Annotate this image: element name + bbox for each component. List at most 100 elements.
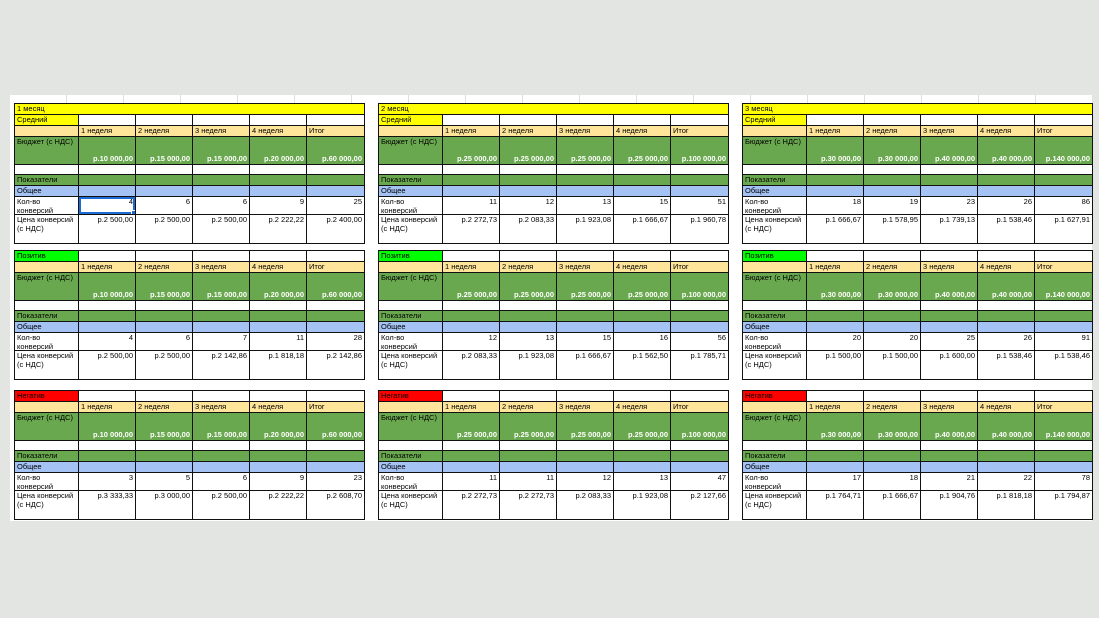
blank-cell[interactable]: [614, 301, 671, 311]
blank-cell[interactable]: [1035, 115, 1092, 126]
cpa-value-cell[interactable]: р.1 538,46: [978, 215, 1035, 243]
blank-cell[interactable]: [15, 441, 79, 451]
common-cell[interactable]: [807, 462, 864, 473]
budget-value-cell[interactable]: р.30 000,00: [864, 137, 921, 165]
week-header-corner-cell[interactable]: [15, 262, 79, 273]
blank-cell[interactable]: [864, 165, 921, 175]
budget-value-cell[interactable]: р.15 000,00: [136, 273, 193, 301]
blank-cell[interactable]: [978, 301, 1035, 311]
blank-cell[interactable]: [307, 251, 364, 262]
week-header-corner-cell[interactable]: [743, 262, 807, 273]
indicators-cell[interactable]: [136, 175, 193, 186]
budget-value-cell[interactable]: р.25 000,00: [614, 137, 671, 165]
budget-value-cell[interactable]: р.10 000,00: [79, 137, 136, 165]
conversions-value-cell[interactable]: 11: [443, 473, 500, 491]
budget-value-cell[interactable]: р.10 000,00: [79, 413, 136, 441]
conversions-value-cell[interactable]: 7: [193, 333, 250, 351]
blank-cell[interactable]: [921, 165, 978, 175]
common-cell[interactable]: [250, 322, 307, 333]
week-header-cell[interactable]: 1 неделя: [443, 402, 500, 413]
conversions-value-cell[interactable]: 6: [193, 197, 250, 215]
blank-cell[interactable]: [136, 441, 193, 451]
cpa-value-cell[interactable]: р.2 500,00: [193, 491, 250, 519]
blank-cell[interactable]: [193, 251, 250, 262]
week-header-cell[interactable]: 3 неделя: [193, 262, 250, 273]
indicators-label-cell[interactable]: Показатели: [743, 175, 807, 186]
conversions-label-cell[interactable]: Кол-во конверсий: [15, 473, 79, 491]
common-cell[interactable]: [250, 186, 307, 197]
conversions-value-cell[interactable]: 11: [443, 197, 500, 215]
conversions-value-cell[interactable]: 6: [193, 473, 250, 491]
cpa-value-cell[interactable]: р.1 500,00: [864, 351, 921, 379]
common-cell[interactable]: [136, 186, 193, 197]
week-header-cell[interactable]: 2 неделя: [500, 262, 557, 273]
cpa-value-cell[interactable]: р.2 500,00: [136, 215, 193, 243]
conversions-value-cell[interactable]: 28: [307, 333, 364, 351]
common-cell[interactable]: [500, 186, 557, 197]
blank-cell[interactable]: [443, 165, 500, 175]
common-label-cell[interactable]: Общее: [379, 322, 443, 333]
conversions-value-cell[interactable]: 11: [500, 473, 557, 491]
scenario-label-cell[interactable]: Средний: [379, 115, 443, 126]
conversions-value-cell[interactable]: 78: [1035, 473, 1092, 491]
week-header-cell[interactable]: 4 неделя: [978, 262, 1035, 273]
common-cell[interactable]: [807, 322, 864, 333]
indicators-cell[interactable]: [671, 311, 728, 322]
blank-cell[interactable]: [136, 391, 193, 402]
blank-cell[interactable]: [1035, 301, 1092, 311]
budget-value-cell[interactable]: р.25 000,00: [443, 137, 500, 165]
budget-value-cell[interactable]: р.25 000,00: [443, 273, 500, 301]
budget-label-cell[interactable]: Бюджет (с НДС): [379, 273, 443, 301]
conversions-value-cell[interactable]: 86: [1035, 197, 1092, 215]
month-title-cell[interactable]: 2 месяц: [379, 104, 728, 115]
common-cell[interactable]: [978, 186, 1035, 197]
cpa-value-cell[interactable]: р.2 500,00: [193, 215, 250, 243]
common-cell[interactable]: [79, 186, 136, 197]
indicators-cell[interactable]: [193, 451, 250, 462]
conversions-value-cell[interactable]: 25: [307, 197, 364, 215]
budget-value-cell[interactable]: р.20 000,00: [250, 273, 307, 301]
blank-cell[interactable]: [557, 165, 614, 175]
cpa-value-cell[interactable]: р.1 785,71: [671, 351, 728, 379]
conversions-value-cell[interactable]: 15: [614, 197, 671, 215]
budget-value-cell[interactable]: р.40 000,00: [921, 413, 978, 441]
blank-cell[interactable]: [864, 441, 921, 451]
conversions-value-cell[interactable]: 4: [79, 333, 136, 351]
week-header-cell[interactable]: Итог: [307, 262, 364, 273]
blank-cell[interactable]: [864, 251, 921, 262]
week-header-cell[interactable]: 3 неделя: [193, 402, 250, 413]
budget-value-cell[interactable]: р.25 000,00: [500, 413, 557, 441]
budget-value-cell[interactable]: р.100 000,00: [671, 273, 728, 301]
indicators-label-cell[interactable]: Показатели: [379, 311, 443, 322]
blank-cell[interactable]: [978, 165, 1035, 175]
cpa-value-cell[interactable]: р.2 608,70: [307, 491, 364, 519]
cpa-value-cell[interactable]: р.2 222,22: [250, 215, 307, 243]
blank-cell[interactable]: [443, 251, 500, 262]
week-header-cell[interactable]: 3 неделя: [921, 126, 978, 137]
blank-cell[interactable]: [557, 441, 614, 451]
cpa-value-cell[interactable]: р.1 923,08: [557, 215, 614, 243]
week-header-cell[interactable]: 1 неделя: [807, 126, 864, 137]
blank-cell[interactable]: [307, 165, 364, 175]
blank-cell[interactable]: [79, 115, 136, 126]
cpa-value-cell[interactable]: р.1 500,00: [807, 351, 864, 379]
conversions-label-cell[interactable]: Кол-во конверсий: [743, 333, 807, 351]
common-cell[interactable]: [807, 186, 864, 197]
week-header-corner-cell[interactable]: [379, 402, 443, 413]
conversions-label-cell[interactable]: Кол-во конверсий: [743, 197, 807, 215]
conversions-value-cell[interactable]: 13: [500, 333, 557, 351]
blank-cell[interactable]: [193, 165, 250, 175]
common-label-cell[interactable]: Общее: [15, 322, 79, 333]
blank-cell[interactable]: [978, 115, 1035, 126]
common-cell[interactable]: [557, 322, 614, 333]
indicators-cell[interactable]: [307, 175, 364, 186]
conversions-value-cell[interactable]: 91: [1035, 333, 1092, 351]
blank-cell[interactable]: [614, 251, 671, 262]
week-header-cell[interactable]: 4 неделя: [614, 126, 671, 137]
common-cell[interactable]: [193, 322, 250, 333]
blank-cell[interactable]: [743, 301, 807, 311]
blank-cell[interactable]: [193, 115, 250, 126]
cpa-value-cell[interactable]: р.2 272,73: [443, 215, 500, 243]
conversions-label-cell[interactable]: Кол-во конверсий: [379, 197, 443, 215]
budget-value-cell[interactable]: р.40 000,00: [921, 137, 978, 165]
